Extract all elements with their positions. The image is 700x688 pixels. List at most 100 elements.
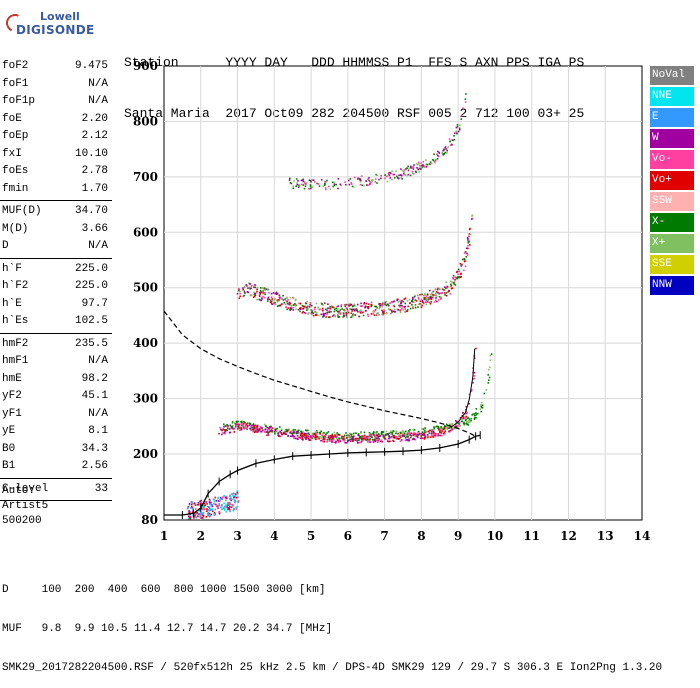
f2-x-echo bbox=[466, 423, 468, 425]
second-hop-echo bbox=[323, 315, 325, 317]
f2-o-echo bbox=[465, 415, 468, 418]
f2-x-echo bbox=[346, 434, 348, 437]
f2-o-echo bbox=[305, 437, 307, 440]
second-hop-echo bbox=[404, 308, 406, 310]
third-hop-echo bbox=[304, 185, 307, 187]
f2-x-echo bbox=[480, 410, 482, 413]
f2-o-echo bbox=[314, 434, 317, 436]
f2-o-echo bbox=[373, 439, 375, 441]
third-hop-echo bbox=[435, 159, 437, 162]
second-hop-echo bbox=[385, 300, 387, 303]
param-value: 3.66 bbox=[81, 222, 108, 235]
third-hop-echo bbox=[418, 163, 420, 165]
f2-o-echo bbox=[301, 435, 303, 438]
third-hop-echo bbox=[370, 181, 372, 184]
second-hop-echo bbox=[437, 287, 439, 290]
second-hop-echo bbox=[287, 307, 290, 309]
second-hop-echo bbox=[294, 299, 297, 302]
f2-o-echo bbox=[311, 435, 314, 437]
f2-o-echo bbox=[324, 437, 327, 439]
second-hop-echo bbox=[458, 276, 460, 279]
third-hop-echo bbox=[399, 174, 402, 176]
f2-o-echo bbox=[402, 434, 404, 437]
param-name: D bbox=[2, 240, 9, 252]
second-hop-echo bbox=[457, 268, 460, 271]
second-hop-echo bbox=[443, 289, 445, 291]
f2-x-echo bbox=[314, 431, 317, 434]
f2-x-echo bbox=[252, 423, 255, 425]
third-hop-echo bbox=[320, 179, 323, 181]
second-hop-echo bbox=[404, 297, 407, 300]
third-hop-echo bbox=[307, 187, 310, 190]
second-hop-echo bbox=[344, 305, 347, 308]
second-hop-echo bbox=[399, 308, 402, 311]
f2-x-echo bbox=[469, 418, 472, 420]
second-hop-echo bbox=[266, 300, 269, 302]
second-hop-echo bbox=[463, 258, 466, 261]
f2-x-echo bbox=[223, 423, 225, 426]
second-hop-echo bbox=[306, 309, 308, 311]
second-hop-echo bbox=[453, 281, 456, 283]
second-hop-echo bbox=[290, 307, 292, 309]
e-region-echo bbox=[193, 503, 195, 505]
f2-o-echo bbox=[406, 438, 409, 441]
f2-o-echo bbox=[312, 434, 314, 437]
second-hop-echo bbox=[447, 290, 450, 293]
f2-o-echo bbox=[267, 431, 270, 434]
f2-o-echo bbox=[413, 432, 416, 435]
f2-o-echo bbox=[260, 430, 262, 433]
second-hop-echo bbox=[298, 307, 301, 310]
f2-o-echo bbox=[470, 388, 473, 391]
f2-x-echo bbox=[378, 433, 380, 435]
legend-item: W bbox=[650, 129, 694, 148]
f2-o-echo bbox=[431, 434, 433, 436]
f2-o-echo bbox=[463, 417, 466, 420]
f2-x-echo bbox=[352, 433, 354, 435]
e-region-echo bbox=[214, 508, 217, 511]
second-hop-echo bbox=[381, 305, 384, 308]
third-hop-echo bbox=[393, 177, 396, 179]
second-hop-echo bbox=[328, 310, 330, 312]
second-hop-echo bbox=[338, 310, 340, 313]
second-hop-echo bbox=[356, 303, 359, 306]
f2-x-echo bbox=[430, 432, 433, 435]
f2-x-echo bbox=[225, 425, 228, 428]
f2-x-echo bbox=[468, 421, 470, 424]
third-hop-echo bbox=[453, 135, 455, 137]
f2-o-echo bbox=[361, 435, 363, 437]
f2-o-echo bbox=[330, 436, 332, 438]
param-row: foF2 9.475 bbox=[0, 58, 112, 76]
second-hop-echo bbox=[416, 294, 419, 297]
second-hop-echo bbox=[437, 292, 439, 294]
e-region-echo bbox=[223, 506, 226, 508]
third-hop-echo bbox=[416, 163, 419, 166]
f2-x-echo bbox=[487, 368, 490, 371]
second-hop-echo bbox=[327, 307, 329, 309]
e-region-echo bbox=[194, 504, 197, 506]
f2-o-echo bbox=[368, 441, 371, 443]
e-region-echo bbox=[203, 508, 206, 511]
e-region-echo bbox=[199, 512, 202, 514]
second-hop-echo bbox=[376, 307, 378, 309]
f2-o-echo bbox=[250, 425, 252, 428]
param-value: 10.10 bbox=[74, 147, 108, 160]
f2-o-echo bbox=[414, 433, 417, 435]
f2-x-echo bbox=[477, 412, 479, 415]
second-hop-echo bbox=[343, 309, 345, 311]
third-hop-echo bbox=[391, 170, 393, 172]
second-hop-echo bbox=[339, 312, 342, 314]
f2-x-echo bbox=[355, 432, 357, 434]
second-hop-echo bbox=[329, 306, 331, 308]
second-hop-echo bbox=[425, 298, 427, 300]
f2-o-echo bbox=[326, 440, 328, 443]
second-hop-echo bbox=[289, 296, 292, 299]
f2-x-echo bbox=[485, 389, 488, 391]
second-hop-echo bbox=[295, 298, 297, 301]
f2-o-echo bbox=[413, 438, 416, 440]
f2-x-echo bbox=[449, 426, 452, 429]
f2-o-echo bbox=[322, 440, 324, 443]
third-hop-echo bbox=[308, 188, 311, 190]
second-hop-echo bbox=[381, 309, 383, 312]
f2-o-echo bbox=[429, 436, 432, 438]
f2-o-echo bbox=[322, 438, 325, 440]
